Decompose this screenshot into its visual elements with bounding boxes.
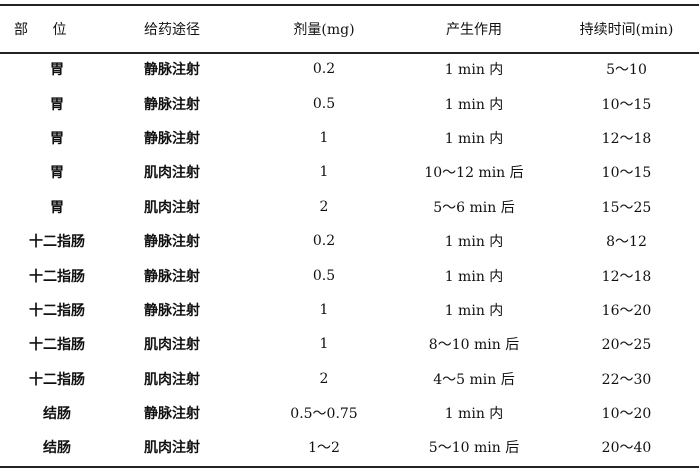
header-row: 部 位 给药途径 剂量(mg) 产生作用 持续时间(min) — [0, 6, 699, 52]
cell-duration: 16～20 — [601, 302, 652, 319]
table-row: 十二指肠 静脉注射 0.2 1 min 内 8～12 — [0, 224, 699, 258]
cell-onset: 1 min 内 — [444, 130, 504, 147]
header-onset: 产生作用 — [446, 22, 502, 38]
cell-dose: 1 — [319, 164, 329, 181]
cell-onset: 5～10 min 后 — [428, 440, 520, 457]
table-row: 十二指肠 静脉注射 0.5 1 min 内 12～18 — [0, 258, 699, 292]
table-row: 胃 肌肉注射 1 10～12 min 后 10～15 — [0, 155, 699, 189]
cell-site: 十二指肠 — [29, 337, 85, 354]
cell-site: 胃 — [50, 199, 64, 216]
cell-route: 肌肉注射 — [144, 337, 200, 354]
cell-onset: 1 min 内 — [444, 302, 504, 319]
cell-dose: 0.2 — [312, 233, 336, 250]
header-dose: 剂量(mg) — [293, 22, 355, 38]
table-row: 十二指肠 静脉注射 1 1 min 内 16～20 — [0, 293, 699, 327]
cell-onset: 10～12 min 后 — [424, 165, 524, 182]
cell-route: 静脉注射 — [144, 268, 200, 285]
header-site: 部 位 — [14, 22, 77, 38]
cell-duration: 10～15 — [601, 165, 652, 182]
cell-route: 肌肉注射 — [144, 440, 200, 457]
header-duration: 持续时间(min) — [579, 22, 674, 38]
cell-onset: 5～6 min 后 — [433, 199, 515, 216]
cell-dose: 2 — [319, 198, 329, 215]
cell-site: 十二指肠 — [29, 268, 85, 285]
cell-dose: 1～2 — [308, 440, 340, 457]
cell-route: 肌肉注射 — [144, 199, 200, 216]
cell-duration: 10～15 — [601, 96, 652, 113]
cell-route: 肌肉注射 — [144, 165, 200, 182]
cell-site: 十二指肠 — [29, 371, 85, 388]
cell-dose: 0.5～0.75 — [290, 406, 358, 423]
cell-dose: 0.5 — [312, 95, 336, 112]
cell-dose: 1 — [319, 129, 329, 146]
cell-route: 静脉注射 — [144, 130, 200, 147]
cell-route: 静脉注射 — [144, 406, 200, 423]
cell-dose: 0.2 — [312, 61, 336, 78]
cell-duration: 5～10 — [606, 62, 647, 79]
cell-site: 结肠 — [43, 406, 71, 423]
bottom-rule — [0, 466, 699, 468]
table-row: 胃 静脉注射 0.2 1 min 内 5～10 — [0, 52, 699, 86]
cell-onset: 1 min 内 — [444, 62, 504, 79]
table-row: 十二指肠 肌肉注射 1 8～10 min 后 20～25 — [0, 327, 699, 361]
cell-site: 胃 — [50, 165, 64, 182]
cell-duration: 15～25 — [601, 199, 652, 216]
cell-site: 十二指肠 — [29, 302, 85, 319]
table-row: 结肠 静脉注射 0.5～0.75 1 min 内 10～20 — [0, 396, 699, 430]
cell-site: 胃 — [50, 96, 64, 113]
cell-duration: 10～20 — [601, 406, 652, 423]
cell-dose: 2 — [319, 370, 329, 387]
table-row: 胃 静脉注射 1 1 min 内 12～18 — [0, 121, 699, 155]
cell-onset: 1 min 内 — [444, 268, 504, 285]
cell-duration: 12～18 — [601, 268, 652, 285]
cell-onset: 1 min 内 — [444, 406, 504, 423]
cell-onset: 8～10 min 后 — [428, 337, 520, 354]
cell-dose: 1 — [319, 336, 329, 353]
top-rule — [0, 4, 699, 6]
cell-route: 静脉注射 — [144, 96, 200, 113]
cell-duration: 12～18 — [601, 130, 652, 147]
cell-route: 静脉注射 — [144, 62, 200, 79]
table-row: 胃 肌肉注射 2 5～6 min 后 15～25 — [0, 190, 699, 224]
cell-onset: 1 min 内 — [444, 96, 504, 113]
cell-site: 胃 — [50, 62, 64, 79]
cell-dose: 1 — [319, 301, 329, 318]
table-row: 十二指肠 肌肉注射 2 4～5 min 后 22～30 — [0, 362, 699, 396]
cell-route: 静脉注射 — [144, 302, 200, 319]
cell-duration: 22～30 — [601, 371, 652, 388]
cell-route: 静脉注射 — [144, 234, 200, 251]
table-row: 胃 静脉注射 0.5 1 min 内 10～15 — [0, 86, 699, 120]
cell-route: 肌肉注射 — [144, 371, 200, 388]
cell-onset: 1 min 内 — [444, 234, 504, 251]
cell-duration: 8～12 — [606, 234, 647, 251]
header-rule — [0, 52, 699, 54]
cell-duration: 20～40 — [601, 440, 652, 457]
cell-onset: 4～5 min 后 — [433, 371, 515, 388]
cell-dose: 0.5 — [312, 267, 336, 284]
cell-duration: 20～25 — [601, 337, 652, 354]
cell-site: 胃 — [50, 130, 64, 147]
dosage-table: 部 位 给药途径 剂量(mg) 产生作用 持续时间(min) 胃静脉注射 0.2 1… — [0, 6, 699, 465]
cell-site: 结肠 — [43, 440, 71, 457]
cell-site: 十二指肠 — [29, 234, 85, 251]
header-route: 给药途径 — [144, 22, 200, 38]
table-row: 结肠 肌肉注射 1～2 5～10 min 后 20～40 — [0, 430, 699, 464]
